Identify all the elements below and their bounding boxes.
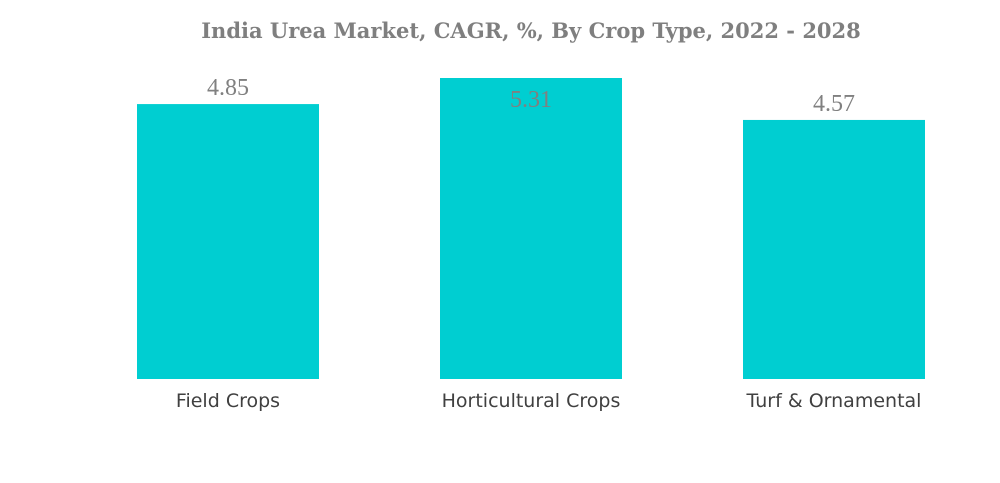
value-labels-group: 4.85 5.31 4.57: [207, 75, 855, 117]
category-labels-group: Field Crops Horticultural Crops Turf & Orn…: [176, 390, 922, 412]
bars-group: [137, 78, 925, 380]
value-label-field-crops: 4.85: [207, 75, 249, 101]
bar-field-crops: [137, 104, 319, 380]
bar-horticultural-crops: [440, 78, 622, 379]
value-label-turf-and-ornamental: 4.57: [813, 91, 855, 117]
chart-title: India Urea Market, CAGR, %, By Crop Type…: [201, 18, 861, 43]
category-label-turf-and-ornamental: Turf & Ornamental: [746, 390, 922, 412]
category-label-horticultural-crops: Horticultural Crops: [442, 390, 621, 412]
value-label-horticultural-crops: 5.31: [510, 87, 552, 113]
bar-turf-and-ornamental: [743, 119, 925, 379]
category-label-field-crops: Field Crops: [176, 390, 280, 412]
